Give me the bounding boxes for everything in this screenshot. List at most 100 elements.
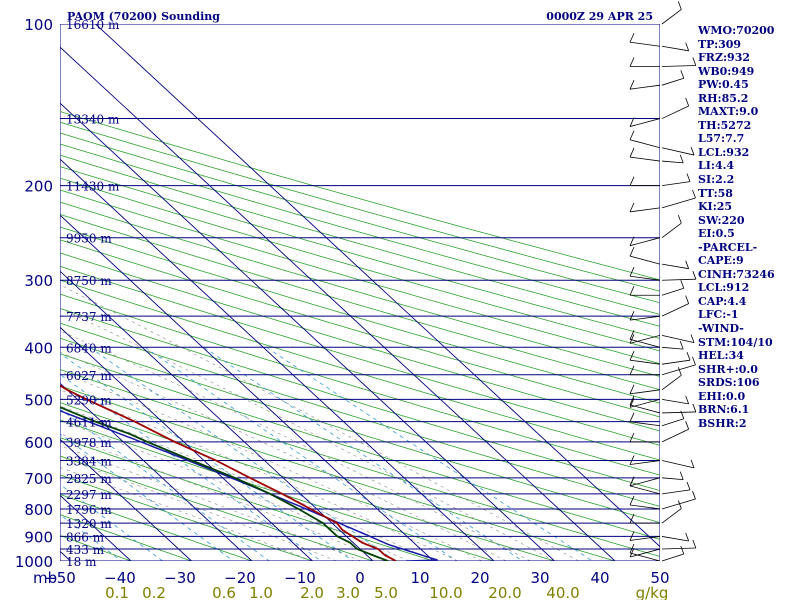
- dry-adiabat: [60, 213, 660, 391]
- index-value: -PARCEL-: [698, 240, 758, 254]
- index-value: KI:25: [698, 200, 733, 214]
- pressure-tick: 500: [24, 391, 53, 409]
- wind-barb: [629, 334, 660, 344]
- pressure-tick: 300: [24, 272, 53, 290]
- pressure-tick: 600: [24, 434, 53, 452]
- wind-barb-stem: [661, 428, 689, 443]
- index-value: SI:2.2: [698, 173, 735, 187]
- wind-barb-flag: [692, 403, 697, 413]
- wind-barb: [629, 495, 660, 510]
- wind-barb-flag: [692, 356, 696, 366]
- wind-barb-flag: [685, 532, 690, 542]
- wind-barb-flag: [677, 215, 682, 224]
- index-value: L57:7.7: [698, 132, 745, 146]
- index-value: SHR+:0.0: [698, 362, 758, 376]
- height-label: 433 m: [66, 543, 105, 557]
- wind-barb-stem: [661, 359, 691, 365]
- moist-adiabat: [60, 456, 337, 561]
- wind-barb: [629, 547, 660, 558]
- wind-barb-stem: [661, 460, 695, 469]
- mixing-ratio-label: 40.0: [546, 584, 579, 600]
- wind-barb-flag: [690, 334, 695, 343]
- dry-adiabat: [60, 132, 660, 304]
- index-value: TH:5272: [698, 118, 752, 132]
- wind-barb-flag: [692, 539, 697, 549]
- dry-adiabat: [60, 226, 660, 404]
- wind-barb-stem: [661, 398, 689, 405]
- wind-barb: [629, 267, 660, 281]
- temperature-tick: 0: [355, 569, 365, 587]
- temperature-tick: 50: [650, 569, 669, 587]
- wind-barb-flag: [685, 260, 690, 269]
- wind-barb-stem: [661, 489, 691, 495]
- wind-barb-flag: [680, 70, 685, 79]
- wind-barb-stem: [661, 160, 684, 164]
- height-label: 6840 m: [66, 341, 112, 355]
- isotherm: [60, 158, 495, 561]
- index-value: HEL:34: [698, 349, 744, 363]
- wind-barb-flag: [677, 367, 682, 376]
- dry-adiabat: [60, 307, 660, 492]
- temperature-tick: −30: [164, 569, 196, 587]
- wind-barb-stem: [661, 147, 695, 156]
- pressure-tick: 800: [24, 501, 53, 519]
- wind-barb-stem: [661, 411, 696, 414]
- pressure-tick: 200: [24, 178, 53, 196]
- pressure-tick: 700: [24, 470, 53, 488]
- dry-adiabat: [60, 177, 660, 352]
- mixing-ratio-label: 5.0: [374, 584, 398, 600]
- wind-barb-stem: [661, 45, 689, 52]
- index-value: LCL:932: [698, 145, 750, 159]
- mixing-ratio-line: [203, 346, 523, 561]
- wind-barb-stem: [661, 418, 684, 427]
- temperature-tick: −20: [224, 569, 256, 587]
- wind-barb-flag: [685, 295, 690, 304]
- temperature-tick: −40: [104, 569, 136, 587]
- moist-adiabat: [60, 330, 531, 561]
- wind-barb: [629, 202, 660, 213]
- wind-barb-flag: [685, 42, 690, 51]
- wind-barb: [629, 117, 660, 127]
- wind-barb: [629, 365, 660, 376]
- wind-barb: [629, 246, 660, 265]
- wind-barb-stem: [661, 278, 696, 281]
- dry-adiabat: [60, 121, 660, 292]
- temperature-tick: −50: [44, 569, 76, 587]
- index-value: EI:0.5: [698, 227, 735, 241]
- wind-barb-stem: [661, 553, 684, 562]
- wind-barb-flag: [679, 154, 684, 164]
- wind-barb: [629, 330, 660, 348]
- index-value: RH:85.2: [698, 91, 749, 105]
- mixing-ratio-line: [89, 346, 396, 561]
- isotherm: [60, 46, 616, 561]
- wind-barb: [629, 543, 660, 561]
- moist-adiabat: [60, 389, 458, 561]
- moist-adiabat: [60, 307, 555, 561]
- wind-barb-flag: [686, 173, 691, 182]
- wind-barb: [629, 176, 660, 187]
- height-label: 13340 m: [66, 113, 120, 127]
- wind-barb-flag: [679, 340, 684, 350]
- dry-adiabat: [60, 201, 660, 377]
- wind-barb-stem: [661, 477, 684, 481]
- dry-adiabat: [60, 239, 660, 418]
- wind-barb: [629, 351, 660, 365]
- pressure-tick: 900: [24, 528, 53, 546]
- index-value: LFC:-1: [698, 308, 739, 322]
- wind-barb-stem: [661, 547, 696, 550]
- dry-adiabat: [60, 279, 660, 461]
- height-label: 16610 m: [66, 18, 120, 32]
- height-label: 18 m: [66, 555, 97, 569]
- wind-barb: [629, 513, 660, 524]
- wind-barb: [629, 395, 660, 414]
- isotherm: [60, 214, 434, 561]
- index-value: PW:0.45: [698, 78, 749, 92]
- index-value: MAXT:9.0: [698, 105, 759, 119]
- mixing-ratio-label: g/kg: [636, 584, 669, 600]
- isotherm: [60, 270, 374, 561]
- wind-barb-stem: [661, 181, 691, 187]
- wind-barb-flag: [686, 352, 691, 361]
- indices-panel: WMO:70200 TP:309 FRZ:932 WB0:949 PW:0.45 RH:8…: [698, 24, 798, 430]
- temperature-tick: 20: [470, 569, 489, 587]
- wind-barb: [629, 130, 660, 149]
